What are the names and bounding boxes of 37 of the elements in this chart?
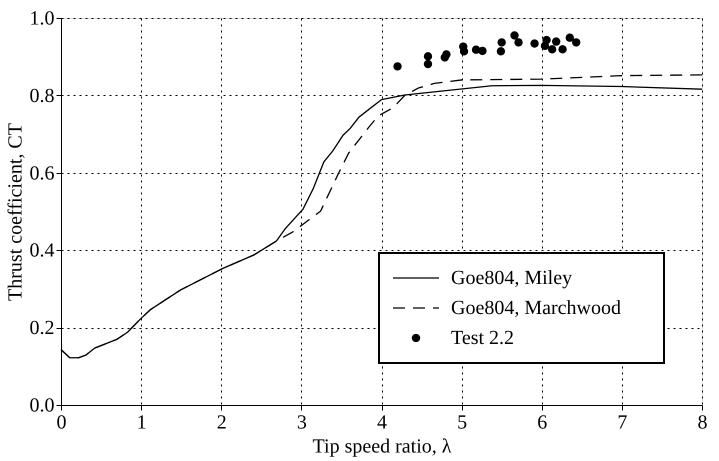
point — [572, 38, 580, 47]
legend-label: Goe804, Miley — [451, 267, 572, 289]
y-tick-label: 0.0 — [30, 394, 54, 416]
legend-label: Test 2.2 — [451, 327, 514, 349]
x-tick-label: 4 — [377, 412, 387, 434]
point — [548, 45, 556, 54]
x-tick-label: 7 — [617, 412, 628, 434]
y-tick-label: 0.8 — [30, 84, 54, 107]
x-tick-label: 6 — [537, 412, 548, 434]
x-tick-label: 0 — [56, 412, 66, 434]
point — [540, 42, 550, 50]
y-axis-title: Thrust coefficient, CT — [4, 123, 26, 301]
point — [510, 31, 519, 40]
y-tick-label: 0.6 — [30, 162, 54, 184]
x-tick-label: 2 — [216, 412, 227, 434]
point — [424, 60, 432, 68]
point — [424, 52, 432, 60]
point — [496, 47, 506, 56]
legend-label: Goe804, Marchwood — [451, 297, 621, 319]
point — [566, 34, 574, 42]
point — [478, 46, 487, 56]
x-axis-title: Tip speed ratio, λ — [312, 436, 452, 458]
point — [530, 39, 539, 48]
x-tick-label: 3 — [296, 412, 307, 434]
point — [460, 47, 468, 56]
point — [514, 38, 523, 47]
x-tick-label: 8 — [698, 412, 708, 434]
point — [442, 50, 451, 59]
x-tick-label: 1 — [136, 412, 147, 434]
y-tick-label: 1.0 — [30, 8, 54, 30]
y-tick-label: 0.4 — [30, 240, 54, 262]
point — [558, 45, 567, 54]
point — [552, 37, 560, 46]
point — [393, 62, 402, 71]
x-tick-label: 5 — [457, 412, 468, 434]
point — [498, 38, 506, 47]
y-tick-label: 0.2 — [30, 317, 54, 340]
